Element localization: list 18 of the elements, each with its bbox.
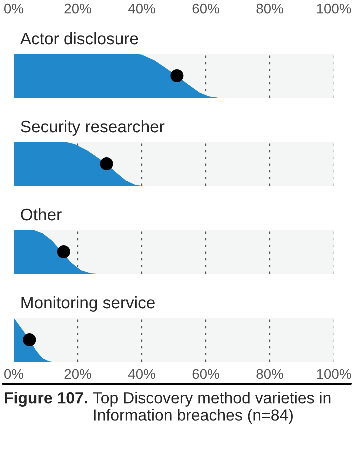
- chart-title: Monitoring service: [22, 296, 155, 312]
- chart-title: Actor disclosure: [20, 32, 138, 45]
- x-tick-label: 0%: [4, 4, 24, 14]
- chart-title: Other: [21, 208, 62, 221]
- caption: Figure 107.: [5, 392, 88, 407]
- x-tick-label: 100%: [317, 369, 352, 380]
- x-tick-label: 60%: [192, 369, 220, 380]
- x-tick-label: 0%: [4, 369, 24, 380]
- x-tick-label: 80%: [256, 4, 284, 14]
- x-tick-label: 100%: [317, 4, 352, 14]
- x-tick-label: 40%: [128, 369, 156, 380]
- x-tick-label: 20%: [64, 369, 92, 380]
- chart-title: Security researcher: [21, 120, 165, 136]
- x-tick-label: 80%: [256, 369, 284, 380]
- text: Top Discovery method varieties in Information breaches (n=84): [93, 392, 331, 424]
- x-tick-label: 60%: [192, 4, 220, 14]
- x-tick-label: 20%: [64, 4, 92, 14]
- x-tick-label: 40%: [128, 4, 156, 14]
